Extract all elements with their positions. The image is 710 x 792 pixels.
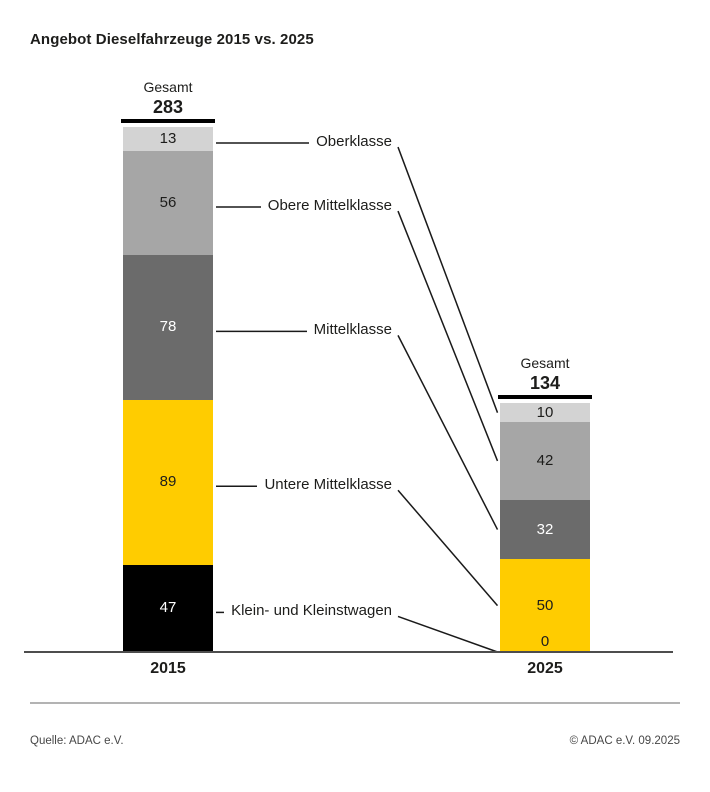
segment-value: 42 <box>536 451 554 469</box>
segment-value: 89 <box>159 473 177 491</box>
leader-line <box>397 615 498 653</box>
leader-line <box>397 489 499 607</box>
bar-segment <box>500 559 590 652</box>
bar-cap-2025 <box>498 395 592 399</box>
total-word: Gesamt <box>520 355 570 372</box>
axis-label-2015: 2015 <box>150 660 186 677</box>
chart-title: Angebot Dieselfahrzeuge 2015 vs. 2025 <box>30 31 314 48</box>
category-label: Mittelklasse <box>313 321 392 339</box>
segment-value: 13 <box>159 130 177 148</box>
bar-segment <box>123 564 213 652</box>
bar-segment <box>123 151 213 255</box>
total-block-2025: Gesamt 134 <box>485 354 605 394</box>
copyright-note: © ADAC e.V. 09.2025 <box>569 735 680 747</box>
bar-segment <box>500 403 590 422</box>
segment-value: 10 <box>536 403 554 421</box>
bar-cap-2015 <box>121 119 215 123</box>
segment-value: 50 <box>536 596 554 614</box>
segment-value: 32 <box>536 520 554 538</box>
total-value-2015: 283 <box>152 97 184 117</box>
footer-divider <box>30 702 680 704</box>
segment-value: 0 <box>540 633 550 650</box>
bar-segment <box>123 399 213 565</box>
category-label: Oberklasse <box>316 133 392 151</box>
bar-segment <box>500 421 590 500</box>
segment-value: 78 <box>159 318 177 336</box>
leader-line <box>397 335 499 530</box>
category-label: Klein- und Kleinstwagen <box>231 602 392 620</box>
x-axis-line <box>24 651 673 653</box>
total-value-2025: 134 <box>529 373 561 394</box>
bar-segment <box>500 499 590 560</box>
leader-line <box>397 210 499 462</box>
segment-value: 56 <box>159 194 177 212</box>
source-note: Quelle: ADAC e.V. <box>30 735 124 747</box>
segment-value: 47 <box>159 599 177 617</box>
total-word: Gesamt <box>143 79 193 95</box>
axis-label-2025: 2025 <box>527 660 563 677</box>
category-label: Untere Mittelklasse <box>264 476 392 494</box>
total-block-2015: Gesamt 283 <box>108 78 228 118</box>
bar-segment <box>123 127 213 152</box>
leader-line <box>397 146 499 413</box>
category-label: Obere Mittelklasse <box>267 197 392 215</box>
bar-segment <box>123 255 213 400</box>
